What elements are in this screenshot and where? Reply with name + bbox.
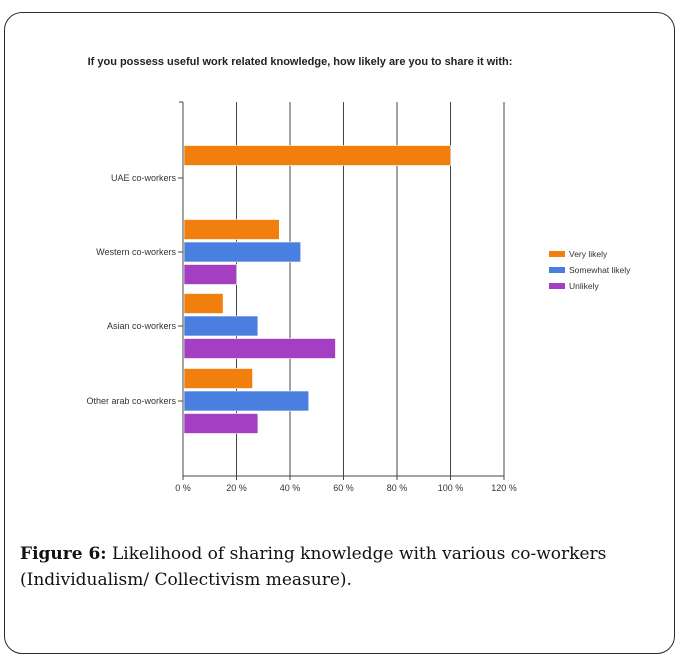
- category-label: Western co-workers: [96, 247, 176, 257]
- bar: [183, 338, 336, 359]
- bar: [183, 219, 280, 240]
- bar: [183, 264, 237, 285]
- x-tick-label: 20 %: [226, 483, 247, 493]
- legend-swatch: [549, 267, 565, 273]
- figure-frame: [4, 12, 675, 654]
- x-tick-label: 100 %: [438, 483, 464, 493]
- x-tick-label: 80 %: [387, 483, 408, 493]
- x-tick-label: 120 %: [491, 483, 517, 493]
- bar: [183, 241, 301, 263]
- legend-label: Unlikely: [569, 281, 600, 291]
- caption-text: Likelihood of sharing knowledge with var…: [20, 544, 607, 590]
- bar: [183, 413, 259, 434]
- category-label: Asian co-workers: [107, 321, 177, 331]
- bar: [183, 145, 451, 166]
- figure-caption: Figure 6: Likelihood of sharing knowledg…: [20, 541, 670, 593]
- category-label: UAE co-workers: [111, 173, 177, 183]
- x-tick-label: 0 %: [175, 483, 191, 493]
- legend-label: Very likely: [569, 249, 608, 259]
- bar: [183, 368, 253, 389]
- legend-swatch: [549, 283, 565, 289]
- category-label: Other arab co-workers: [86, 396, 176, 406]
- legend-label: Somewhat likely: [569, 265, 631, 275]
- bar: [183, 390, 310, 412]
- x-tick-label: 60 %: [333, 483, 354, 493]
- legend-swatch: [549, 251, 565, 257]
- bar: [183, 293, 224, 314]
- chart-title: If you possess useful work related knowl…: [87, 56, 513, 68]
- bar-chart: 0 % 20 % 40 % 60 % 80 % 100 % 120 % UAE co-work…: [86, 101, 631, 493]
- bar: [183, 315, 259, 337]
- x-tick-label: 40 %: [280, 483, 301, 493]
- caption-label: Figure 6:: [20, 544, 107, 564]
